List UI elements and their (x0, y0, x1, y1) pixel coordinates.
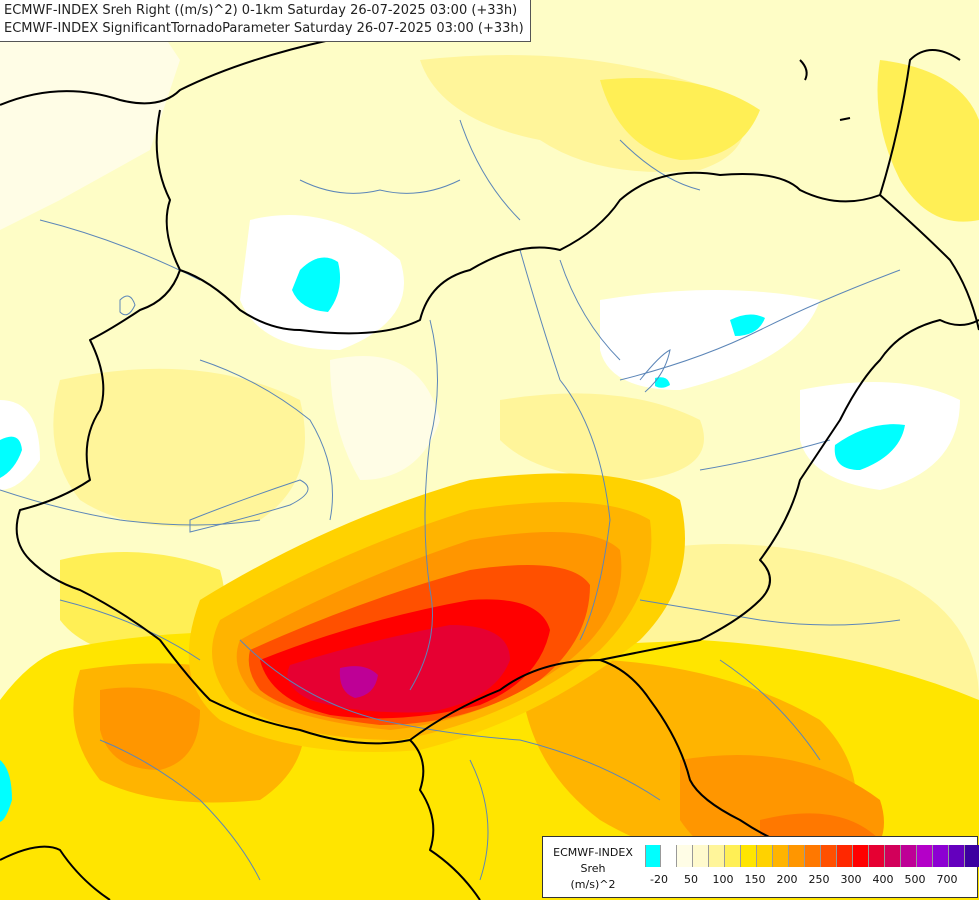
legend-swatch (693, 845, 709, 867)
legend-swatch (661, 845, 677, 867)
map-title-box: ECMWF-INDEX Sreh Right ((m/s)^2) 0-1km S… (0, 0, 531, 42)
legend-tick-label: 300 (840, 873, 862, 886)
legend-swatch (757, 845, 773, 867)
legend-tick-label: 400 (872, 873, 894, 886)
legend-swatch (773, 845, 789, 867)
legend-unit: (m/s)^2 (570, 878, 616, 891)
legend-source: ECMWF-INDEX (553, 846, 633, 859)
legend-swatch (709, 845, 725, 867)
legend-swatch (965, 845, 979, 867)
legend-swatch (837, 845, 853, 867)
legend-tick-label: 500 (904, 873, 926, 886)
legend-swatch (725, 845, 741, 867)
legend-swatch (853, 845, 869, 867)
legend-tick-label: 200 (776, 873, 798, 886)
legend-swatch (677, 845, 693, 867)
legend-swatch (949, 845, 965, 867)
legend-swatches (645, 845, 979, 867)
legend-swatch (645, 845, 661, 867)
title-line-stp: ECMWF-INDEX SignificantTornadoParameter … (4, 21, 524, 36)
title-line-sreh: ECMWF-INDEX Sreh Right ((m/s)^2) 0-1km S… (4, 3, 518, 18)
legend-tick-label: 100 (712, 873, 734, 886)
legend-parameter: Sreh (580, 862, 606, 875)
legend-swatch (821, 845, 837, 867)
legend-tick-label: 150 (744, 873, 766, 886)
legend-swatch (789, 845, 805, 867)
legend-ticks: -20 50 100 150 200 250 300 400 500 700 (645, 873, 975, 889)
legend-swatch (869, 845, 885, 867)
legend-tick-label: 50 (684, 873, 698, 886)
legend-tick-label: -20 (650, 873, 668, 886)
legend-swatch (885, 845, 901, 867)
legend-tick-label: 250 (808, 873, 830, 886)
legend-swatch (741, 845, 757, 867)
legend-tick-label: 700 (936, 873, 958, 886)
legend-swatch (901, 845, 917, 867)
colorbar-legend: ECMWF-INDEX Sreh (m/s)^2 -20 50 100 150 200 2… (542, 836, 979, 898)
legend-swatch (917, 845, 933, 867)
legend-swatch (933, 845, 949, 867)
legend-swatch (805, 845, 821, 867)
